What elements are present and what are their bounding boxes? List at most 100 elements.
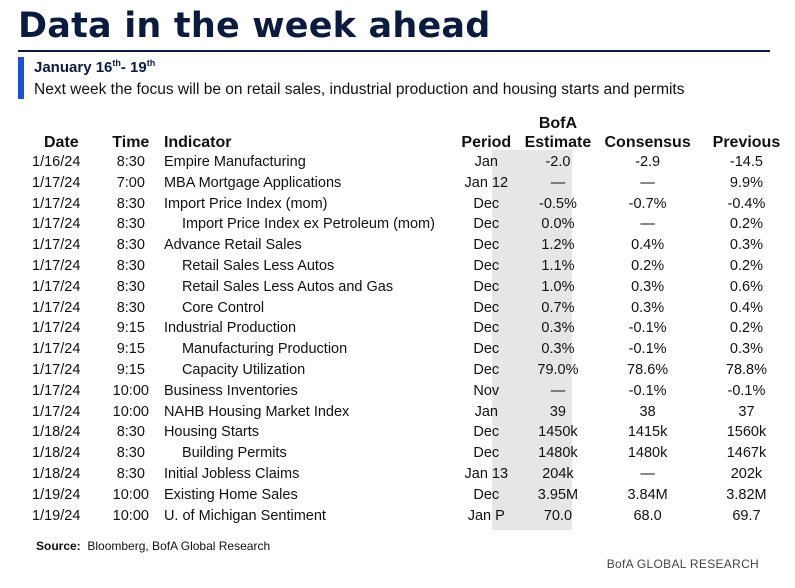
table-header-row: Date Time Indicator Period BofA Estimate … <box>32 112 795 152</box>
time-cell: 8:30 <box>116 257 145 274</box>
estimate-cell: 1450k <box>538 424 578 441</box>
time-cell: 8:30 <box>116 424 145 441</box>
estimate-cell: 0.3% <box>541 320 575 337</box>
period-cell: Jan P <box>467 507 505 524</box>
table-row: 1/17/24 9:15 Capacity Utilization Dec 79.0% 7… <box>32 360 795 381</box>
indicator-cell: Building Permits <box>181 445 287 462</box>
period-cell: Jan <box>474 154 498 170</box>
header-estimate-line2: Estimate <box>524 134 592 151</box>
previous-cell: -14.5 <box>729 154 763 170</box>
source-note: Source: Bloomberg, BofA Global Research <box>36 539 270 553</box>
previous-cell: 0.2% <box>729 216 763 233</box>
time-cell: 8:30 <box>116 299 145 316</box>
date-cell: 1/18/24 <box>32 445 81 462</box>
consensus-cell: 68.0 <box>633 507 662 524</box>
consensus-cell: -0.7% <box>628 195 667 212</box>
estimate-cell: 1480k <box>538 445 578 462</box>
indicator-cell: Initial Jobless Claims <box>163 465 300 482</box>
period-cell: Dec <box>473 341 500 358</box>
time-cell: 8:30 <box>116 278 145 295</box>
period-cell: Dec <box>473 237 500 254</box>
previous-cell: 3.82M <box>726 486 767 503</box>
estimate-cell: -2.0 <box>545 154 571 170</box>
estimate-cell: 0.0% <box>541 216 575 233</box>
date-cell: 1/19/24 <box>32 486 81 503</box>
indicator-cell: Core Control <box>181 299 265 316</box>
estimate-cell: — <box>550 174 566 191</box>
table-row: 1/17/24 8:30 Import Price Index ex Petrole… <box>32 214 795 235</box>
previous-cell: 37 <box>738 403 755 420</box>
time-cell: 8:30 <box>116 195 145 212</box>
estimate-cell: 39 <box>549 403 566 420</box>
table-row: 1/18/24 8:30 Initial Jobless Claims Jan 13 2… <box>32 464 795 485</box>
period-cell: Dec <box>473 486 500 503</box>
estimate-cell: 79.0% <box>537 361 579 378</box>
consensus-cell: 78.6% <box>627 361 669 378</box>
period-cell: Dec <box>473 361 500 378</box>
title-rule <box>18 50 770 52</box>
indicator-cell: Housing Starts <box>163 424 260 441</box>
date-cell: 1/18/24 <box>32 424 81 441</box>
date-cell: 1/17/24 <box>32 361 81 378</box>
consensus-cell: -0.1% <box>628 320 667 337</box>
header-indicator: Indicator <box>163 134 232 151</box>
period-cell: Dec <box>473 299 500 316</box>
indicator-cell: Retail Sales Less Autos <box>181 257 335 274</box>
period-cell: Nov <box>473 382 500 399</box>
estimate-cell: 1.0% <box>541 278 575 295</box>
date-cell: 1/17/24 <box>32 403 81 420</box>
consensus-cell: 1480k <box>627 445 668 462</box>
indicator-cell: Retail Sales Less Autos and Gas <box>181 278 394 295</box>
previous-cell: 9.9% <box>729 174 763 191</box>
date-cell: 1/19/24 <box>32 507 81 524</box>
indicator-cell: Advance Retail Sales <box>163 237 302 254</box>
consensus-cell: — <box>640 465 655 482</box>
date-cell: 1/17/24 <box>32 257 81 274</box>
table-row: 1/17/24 8:30 Core Control Dec 0.7% 0.3% 0.4% <box>32 298 795 319</box>
previous-cell: 78.8% <box>725 361 767 378</box>
date-cell: 1/17/24 <box>32 320 81 337</box>
time-cell: 8:30 <box>116 216 145 233</box>
date-cell: 1/17/24 <box>32 237 81 254</box>
time-cell: 9:15 <box>116 341 145 358</box>
indicator-cell: MBA Mortgage Applications <box>163 174 342 191</box>
estimate-cell: 0.7% <box>541 299 575 316</box>
estimate-column-shade <box>492 150 572 530</box>
estimate-cell: — <box>550 382 566 399</box>
table-row: 1/17/24 7:00 MBA Mortgage Applications Jan … <box>32 173 795 194</box>
table-row: 1/19/24 10:00 U. of Michigan Sentiment Jan … <box>32 506 795 527</box>
time-cell: 8:30 <box>116 445 145 462</box>
consensus-cell: 1415k <box>627 424 668 441</box>
estimate-cell: 1.2% <box>541 237 575 254</box>
consensus-cell: -0.1% <box>628 341 667 358</box>
date-range-separator: - 19 <box>120 59 147 76</box>
source-label: Source: <box>36 539 81 553</box>
indicator-cell: Import Price Index (mom) <box>163 195 328 212</box>
indicator-cell: U. of Michigan Sentiment <box>163 507 326 524</box>
consensus-cell: 0.4% <box>631 237 665 254</box>
date-cell: 1/17/24 <box>32 382 81 399</box>
previous-cell: -0.4% <box>727 195 766 212</box>
consensus-cell: — <box>640 174 655 191</box>
table-row: 1/17/24 8:30 Retail Sales Less Autos and G… <box>32 277 795 298</box>
consensus-cell: 0.2% <box>631 257 665 274</box>
estimate-cell: 204k <box>542 465 574 482</box>
previous-cell: 0.6% <box>729 278 763 295</box>
indicator-cell: Industrial Production <box>163 320 297 337</box>
date-cell: 1/16/24 <box>32 154 81 170</box>
previous-cell: 0.2% <box>729 320 763 337</box>
period-cell: Dec <box>473 257 500 274</box>
period-cell: Jan <box>474 403 498 420</box>
indicator-cell: NAHB Housing Market Index <box>163 403 350 420</box>
consensus-cell: 3.84M <box>627 486 668 503</box>
time-cell: 9:15 <box>116 361 145 378</box>
header-previous: Previous <box>712 134 781 151</box>
date-cell: 1/17/24 <box>32 216 81 233</box>
table-row: 1/17/24 8:30 Advance Retail Sales Dec 1.2% 0.… <box>32 235 795 256</box>
estimate-cell: 3.95M <box>537 486 579 503</box>
period-cell: Dec <box>473 320 500 337</box>
previous-cell: 0.4% <box>729 299 763 316</box>
table-row: 1/17/24 9:15 Industrial Production Dec 0.3% -… <box>32 318 795 339</box>
date-cell: 1/17/24 <box>32 341 81 358</box>
table-row: 1/18/24 8:30 Building Permits Dec 1480k 1480k… <box>32 443 795 464</box>
